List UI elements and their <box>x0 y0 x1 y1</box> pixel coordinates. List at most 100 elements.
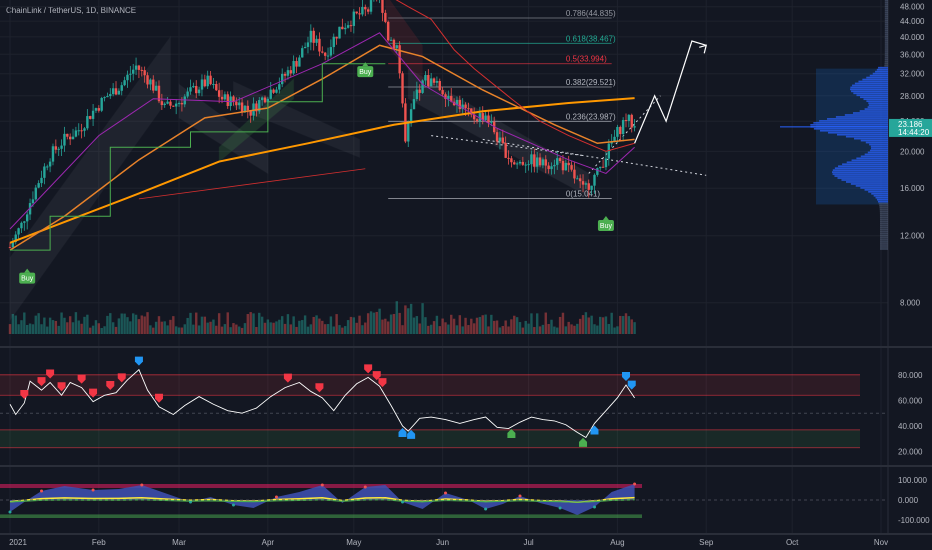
candle-body <box>630 114 633 128</box>
volume-profile-bar <box>879 212 888 215</box>
drawings <box>9 0 707 322</box>
volume-bar <box>332 326 335 334</box>
volume-profile-bar <box>838 165 888 168</box>
osc-dot <box>401 500 405 504</box>
volume-profile-bar <box>880 236 888 238</box>
volume-bar <box>106 315 109 334</box>
rsi-overbought-marker <box>20 389 29 399</box>
candle-body <box>272 89 275 93</box>
candle-body <box>68 136 72 140</box>
volume-bar <box>341 327 344 334</box>
buy-signal: Buy <box>19 268 36 284</box>
volume-bar <box>272 322 275 334</box>
candle-body <box>172 105 175 107</box>
candle-body <box>389 39 393 41</box>
volume-bar <box>596 325 599 334</box>
candle-body <box>28 203 32 215</box>
volume-profile-bar <box>864 189 888 191</box>
volume-bar <box>590 315 593 334</box>
volume-bar <box>578 318 582 334</box>
candle-body <box>578 178 582 182</box>
candle-body <box>472 114 476 120</box>
volume-bar <box>478 316 482 334</box>
volume-bar <box>407 308 410 334</box>
volume-bar <box>200 316 204 334</box>
candle-body <box>226 94 229 106</box>
volume-profile-bar <box>860 139 888 142</box>
volume-profile-bar <box>841 179 888 181</box>
volume-bar <box>183 324 186 334</box>
candle-body <box>174 103 178 107</box>
candle-body <box>381 0 384 13</box>
volume-profile-bar <box>880 248 888 250</box>
time-tick-label: Aug <box>610 538 624 547</box>
candle-body <box>209 75 212 85</box>
volume-profile-bar <box>853 92 888 95</box>
volume-profile-bar <box>884 41 888 43</box>
volume-profile-bar <box>880 244 888 246</box>
signal-badge <box>597 219 614 231</box>
candle-body <box>401 73 404 104</box>
signal-pointer <box>602 215 609 220</box>
volume-bar <box>154 321 158 334</box>
candle-body <box>83 128 86 131</box>
candle-body <box>312 30 315 43</box>
moving-averages <box>9 0 635 251</box>
volume-bar <box>203 316 207 334</box>
rsi-tick-label: 60.000 <box>898 396 923 405</box>
volume-bar <box>146 312 149 334</box>
volume-bar <box>240 327 244 334</box>
candle-body <box>126 74 129 81</box>
candle-body <box>412 99 416 110</box>
candle-body <box>361 6 364 15</box>
volume-bar <box>358 315 361 334</box>
candle-body <box>123 80 126 86</box>
volume-bar <box>40 324 43 334</box>
volume-bar <box>524 320 527 334</box>
volume-profile-bar <box>884 21 888 24</box>
volume-bar <box>527 323 530 334</box>
volume-profile-bar <box>868 102 888 104</box>
candle-body <box>553 164 556 167</box>
volume-bar <box>255 326 258 334</box>
time-tick-label: Apr <box>262 538 275 547</box>
volume-profile-bar <box>879 230 888 233</box>
trend-line <box>138 168 366 200</box>
candle-body <box>266 98 270 103</box>
volume-bar <box>186 317 189 334</box>
volume-profile-bar <box>884 35 888 38</box>
candle-body <box>369 0 373 12</box>
candle-body <box>177 103 181 105</box>
volume-bar <box>126 317 129 334</box>
candle-body <box>152 79 155 91</box>
volume-bar <box>533 327 536 334</box>
volume-bar <box>149 325 152 334</box>
candle-body <box>235 101 238 106</box>
candle-body <box>427 75 430 87</box>
candle-body <box>424 75 427 81</box>
volume-bar <box>57 325 60 334</box>
volume-bar <box>355 322 358 334</box>
rsi-top-marker <box>622 372 631 382</box>
candle-body <box>576 178 579 180</box>
candle-body <box>392 39 396 49</box>
signals: BuySellBuyBuy <box>19 62 614 284</box>
volume-bar <box>504 320 507 334</box>
volume-bar <box>180 327 184 334</box>
candle-body <box>140 69 143 71</box>
volume-profile-bar <box>880 246 888 248</box>
candle-body <box>484 115 487 121</box>
volume-bar <box>197 325 201 334</box>
candle-body <box>366 9 370 12</box>
rsi-line <box>9 368 635 439</box>
volume-profile-bar <box>879 208 888 211</box>
candle-body <box>321 51 324 53</box>
candle-body <box>438 81 441 91</box>
volume-bar <box>306 326 310 334</box>
candle-body <box>444 94 447 99</box>
candle-body <box>103 97 106 99</box>
volume-profile-bar <box>866 100 888 103</box>
candle-body <box>298 57 301 67</box>
volume-bar <box>561 312 565 334</box>
